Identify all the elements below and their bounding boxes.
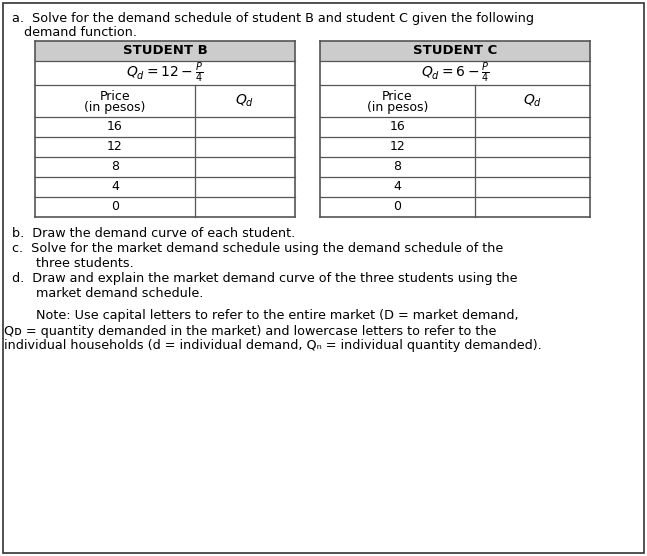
Bar (35, 41, 295, 61)
Text: d.  Draw and explain the market demand curve of the three students using the: d. Draw and explain the market demand cu… (12, 272, 518, 285)
Text: 16: 16 (389, 121, 406, 133)
Text: $Q_d = 12 - \frac{P}{4}$: $Q_d = 12 - \frac{P}{4}$ (126, 61, 204, 85)
Text: 4: 4 (393, 181, 401, 193)
Text: c.  Solve for the market demand schedule using the demand schedule of the: c. Solve for the market demand schedule … (12, 242, 503, 255)
Text: 8: 8 (111, 161, 119, 173)
Text: $Q_d$: $Q_d$ (236, 93, 254, 109)
Text: Qᴅ = quantity demanded in the market) and lowercase letters to refer to the: Qᴅ = quantity demanded in the market) an… (4, 325, 496, 337)
Text: 12: 12 (389, 141, 406, 153)
Text: 12: 12 (107, 141, 123, 153)
Text: a.  Solve for the demand schedule of student B and student C given the following: a. Solve for the demand schedule of stud… (12, 12, 534, 25)
Text: Price: Price (382, 90, 413, 102)
Text: 0: 0 (393, 201, 402, 214)
Text: $Q_d$: $Q_d$ (523, 93, 542, 109)
Text: STUDENT C: STUDENT C (413, 44, 497, 57)
Text: 0: 0 (111, 201, 119, 214)
Text: (in pesos): (in pesos) (367, 101, 428, 113)
Text: 8: 8 (393, 161, 402, 173)
Text: demand function.: demand function. (24, 26, 137, 39)
Text: Note: Use capital letters to refer to the entire market (D = market demand,: Note: Use capital letters to refer to th… (12, 310, 519, 322)
Text: 4: 4 (111, 181, 119, 193)
Text: market demand schedule.: market demand schedule. (12, 287, 203, 300)
Text: individual households (d = individual demand, Qₙ = individual quantity demanded): individual households (d = individual de… (4, 340, 542, 353)
Text: Price: Price (100, 90, 130, 102)
Text: 16: 16 (107, 121, 123, 133)
Text: $Q_d = 6 - \frac{P}{4}$: $Q_d = 6 - \frac{P}{4}$ (421, 61, 489, 85)
Bar (320, 41, 590, 61)
Text: three students.: three students. (12, 257, 134, 270)
Text: STUDENT B: STUDENT B (123, 44, 208, 57)
Text: b.  Draw the demand curve of each student.: b. Draw the demand curve of each student… (12, 227, 295, 240)
Text: (in pesos): (in pesos) (84, 101, 146, 113)
